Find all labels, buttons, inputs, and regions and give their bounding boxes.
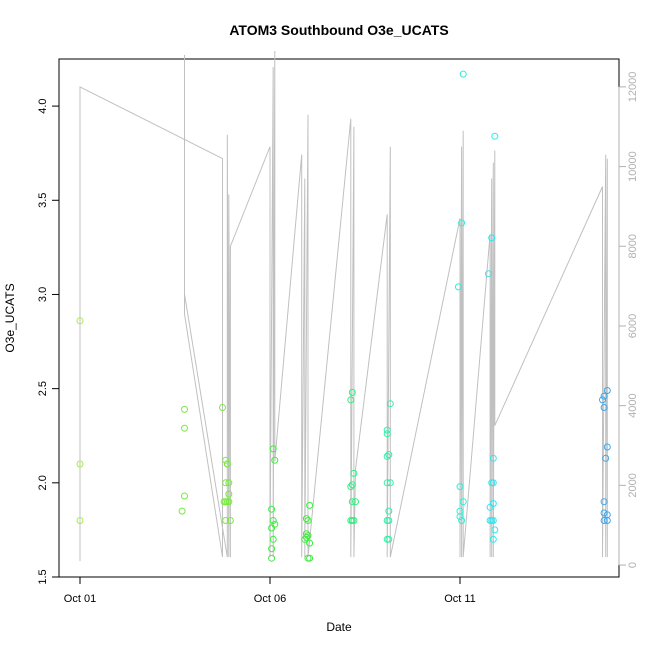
y-tick-label-left: 3.5 (37, 193, 49, 208)
data-point (222, 517, 230, 524)
x-tick-label: Oct 11 (444, 593, 476, 605)
plot-area: 1.5 2.0 2.5 3.0 3.5 4.0 0 2000 4000 6000 8000 10000… (37, 50, 639, 605)
data-point (485, 270, 492, 278)
data-point (458, 219, 466, 227)
data-point (223, 460, 231, 468)
data-point (348, 481, 356, 489)
data-point (269, 517, 277, 524)
y-tick-label-right: 8000 (627, 234, 639, 258)
y-tick-label-right: 12000 (627, 72, 639, 103)
data-point (603, 517, 611, 524)
data-point (302, 533, 310, 541)
data-point (383, 426, 391, 434)
y-axis-label: O3e_UCATS (3, 283, 17, 352)
data-point (178, 507, 186, 515)
data-point (603, 443, 611, 451)
data-point (348, 498, 356, 506)
data-point (489, 517, 497, 524)
data-point (181, 405, 188, 413)
data-point (226, 517, 234, 524)
data-point (350, 469, 358, 477)
data-point (271, 456, 279, 464)
y-tick-label-left: 4.0 (37, 98, 49, 113)
data-point (306, 539, 314, 547)
data-point (304, 532, 312, 540)
data-point (456, 513, 464, 521)
data-point (600, 498, 608, 506)
x-axis-label: Date (326, 620, 352, 634)
data-point (268, 524, 276, 532)
data-point (306, 501, 314, 509)
data-point (602, 454, 610, 462)
data-point (491, 132, 499, 140)
data-point (271, 520, 279, 528)
data-point (383, 430, 391, 438)
data-point (347, 483, 355, 491)
y-tick-label-left: 3.0 (37, 287, 49, 302)
data-point (385, 535, 393, 543)
y-tick-label-right: 10000 (627, 151, 639, 182)
data-point (488, 234, 496, 242)
data-point (222, 479, 230, 487)
chart-title: ATOM3 Southbound O3e_UCATS (229, 22, 448, 38)
data-point (350, 517, 358, 524)
data-point (600, 392, 608, 400)
x-tick-label: Oct 01 (64, 593, 96, 605)
data-point (225, 490, 233, 498)
data-point (454, 283, 462, 291)
data-point (603, 387, 611, 394)
data-point (383, 452, 391, 460)
data-point (304, 517, 312, 524)
data-point (76, 460, 84, 468)
x-tick-label: Oct 06 (254, 593, 286, 605)
data-point (486, 503, 494, 511)
data-point (347, 396, 355, 404)
y-tick-label-right: 2000 (627, 473, 639, 497)
data-point (268, 505, 276, 513)
data-point (385, 451, 393, 459)
data-point (225, 498, 233, 506)
data-point (76, 317, 84, 325)
data-point (269, 535, 277, 543)
data-point (352, 498, 359, 506)
data-point (181, 424, 188, 432)
y-tick-label-left: 2.5 (37, 381, 49, 396)
y-tick-label-right: 0 (627, 562, 639, 568)
data-point (222, 456, 230, 464)
data-point (489, 479, 497, 487)
data-point (348, 388, 356, 396)
data-point (600, 517, 608, 524)
data-point (268, 545, 276, 553)
data-point (386, 400, 394, 408)
data-point (302, 515, 310, 523)
data-point (458, 517, 466, 524)
data-point (459, 70, 467, 78)
data-point (268, 554, 276, 562)
data-point (306, 554, 314, 562)
altitude-line (79, 50, 608, 562)
data-point (599, 396, 606, 404)
data-point (181, 492, 188, 500)
data-point (385, 507, 393, 515)
y-tick-label-right: 6000 (627, 314, 639, 338)
data-point (489, 535, 497, 543)
data-point (383, 479, 391, 487)
data-point (600, 404, 608, 411)
data-point (269, 445, 277, 453)
data-point (491, 526, 499, 534)
data-point (456, 483, 464, 491)
data-point (459, 498, 467, 506)
data-point (489, 454, 497, 462)
data-point (219, 404, 226, 411)
data-point (386, 479, 394, 487)
y-tick-label-right: 4000 (627, 393, 639, 417)
data-point (225, 479, 233, 487)
y-tick-label-left: 1.5 (37, 569, 49, 584)
data-point (76, 517, 84, 524)
data-point (385, 517, 393, 524)
plot-frame (58, 58, 620, 578)
y-tick-label-left: 2.0 (37, 475, 49, 490)
